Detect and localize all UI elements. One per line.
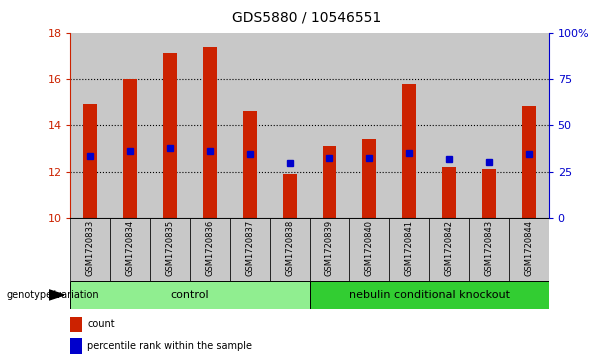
Bar	[442, 167, 456, 218]
Bar	[310, 281, 549, 309]
Bar	[509, 33, 549, 218]
Text: GSM1720836: GSM1720836	[205, 220, 215, 276]
Bar	[70, 317, 83, 332]
Bar	[243, 111, 257, 218]
Bar	[163, 53, 177, 218]
Bar	[389, 218, 429, 281]
Text: GSM1720843: GSM1720843	[484, 220, 493, 276]
Text: GSM1720839: GSM1720839	[325, 220, 334, 276]
Bar	[203, 46, 217, 218]
Bar	[70, 338, 83, 354]
Bar	[150, 218, 190, 281]
Bar	[270, 33, 310, 218]
Text: GSM1720833: GSM1720833	[86, 220, 95, 276]
Bar	[349, 218, 389, 281]
Bar	[110, 33, 150, 218]
Bar	[270, 218, 310, 281]
Bar	[70, 281, 310, 309]
Text: GSM1720844: GSM1720844	[524, 220, 533, 276]
Bar	[389, 33, 429, 218]
Polygon shape	[49, 290, 64, 300]
Bar	[469, 33, 509, 218]
Bar	[429, 33, 469, 218]
Text: percentile rank within the sample: percentile rank within the sample	[87, 341, 252, 351]
Bar	[150, 33, 190, 218]
Text: genotype/variation: genotype/variation	[6, 290, 99, 300]
Text: count: count	[87, 319, 115, 329]
Bar	[283, 174, 297, 218]
Bar	[322, 146, 337, 218]
Text: GSM1720841: GSM1720841	[405, 220, 414, 276]
Text: GSM1720834: GSM1720834	[126, 220, 135, 276]
Bar	[310, 33, 349, 218]
Text: GDS5880 / 10546551: GDS5880 / 10546551	[232, 11, 381, 25]
Text: GSM1720837: GSM1720837	[245, 220, 254, 276]
Bar	[70, 33, 110, 218]
Bar	[110, 218, 150, 281]
Bar	[469, 218, 509, 281]
Bar	[482, 169, 496, 218]
Text: GSM1720842: GSM1720842	[444, 220, 454, 276]
Text: GSM1720838: GSM1720838	[285, 220, 294, 276]
Bar	[349, 33, 389, 218]
Text: GSM1720840: GSM1720840	[365, 220, 374, 276]
Bar	[509, 218, 549, 281]
Bar	[123, 79, 137, 218]
Bar	[70, 218, 110, 281]
Text: GSM1720835: GSM1720835	[166, 220, 175, 276]
Bar	[230, 218, 270, 281]
Bar	[83, 105, 97, 218]
Bar	[429, 218, 469, 281]
Bar	[190, 218, 230, 281]
Bar	[230, 33, 270, 218]
Bar	[190, 33, 230, 218]
Bar	[310, 218, 349, 281]
Bar	[362, 139, 376, 218]
Bar	[402, 83, 416, 218]
Text: nebulin conditional knockout: nebulin conditional knockout	[349, 290, 509, 300]
Text: control: control	[170, 290, 210, 300]
Bar	[522, 106, 536, 218]
